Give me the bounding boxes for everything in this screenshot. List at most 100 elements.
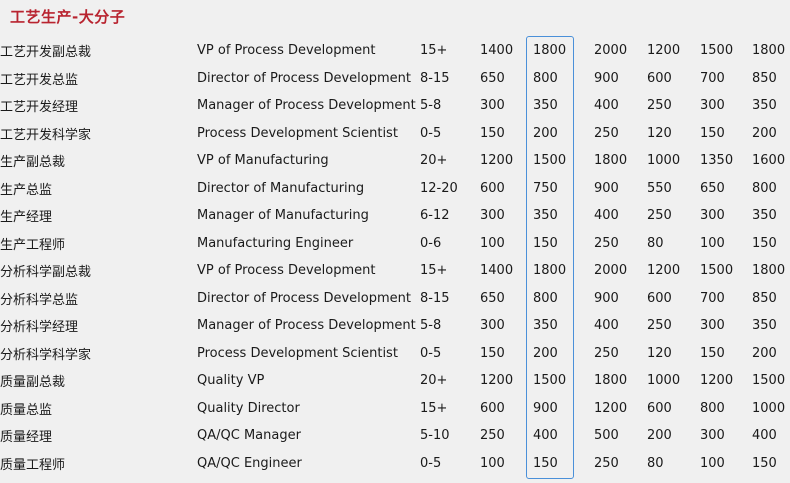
value-col-2: 150 [533, 235, 558, 251]
experience-years: 0-5 [420, 345, 442, 361]
value-col-2: 1800 [533, 43, 567, 59]
value-col-4: 200 [647, 428, 672, 444]
job-title-en: VP of Process Development [197, 263, 376, 279]
job-title-en: Manufacturing Engineer [197, 235, 354, 251]
value-col-5: 300 [700, 318, 725, 334]
value-col-3: 900 [594, 290, 619, 306]
value-col-4: 1200 [647, 263, 681, 279]
value-col-5: 700 [700, 70, 725, 86]
value-col-1: 100 [480, 455, 505, 471]
job-title-cn: 分析科学副总裁 [0, 265, 92, 281]
value-col-6: 200 [752, 345, 777, 361]
value-col-6: 200 [752, 125, 777, 141]
value-col-1: 150 [480, 125, 505, 141]
value-col-4: 80 [647, 235, 664, 251]
value-col-2: 1500 [533, 373, 567, 389]
value-col-4: 250 [647, 98, 672, 114]
job-title-cn: 生产工程师 [0, 237, 66, 253]
value-col-6: 1600 [752, 153, 786, 169]
value-col-5: 700 [700, 290, 725, 306]
experience-years: 15+ [420, 400, 448, 416]
value-col-6: 850 [752, 70, 777, 86]
value-col-4: 600 [647, 70, 672, 86]
value-col-5: 1500 [700, 263, 734, 279]
value-col-1: 1400 [480, 263, 514, 279]
experience-years: 6-12 [420, 208, 450, 224]
value-col-1: 600 [480, 180, 505, 196]
job-title-en: Process Development Scientist [197, 345, 398, 361]
value-col-2: 800 [533, 70, 558, 86]
value-col-1: 300 [480, 208, 505, 224]
job-title-cn: 生产总监 [0, 182, 53, 198]
value-col-5: 300 [700, 98, 725, 114]
table-row: 分析科学经理 Manager of Process Development 5-8 3… [0, 312, 790, 340]
value-col-4: 80 [647, 455, 664, 471]
value-col-5: 1200 [700, 373, 734, 389]
value-col-4: 600 [647, 400, 672, 416]
value-col-6: 400 [752, 428, 777, 444]
job-title-en: VP of Process Development [197, 43, 376, 59]
value-col-2: 750 [533, 180, 558, 196]
experience-years: 8-15 [420, 70, 450, 86]
value-col-3: 2000 [594, 263, 628, 279]
value-col-5: 150 [700, 345, 725, 361]
value-col-3: 1200 [594, 400, 628, 416]
value-col-3: 500 [594, 428, 619, 444]
table-row: 质量工程师 QA/QC Engineer 0-5 100 150 250 80 100 150 [0, 450, 790, 478]
job-title-cn: 工艺开发总监 [0, 72, 79, 88]
value-col-3: 900 [594, 180, 619, 196]
experience-years: 5-10 [420, 428, 450, 444]
value-col-3: 250 [594, 125, 619, 141]
value-col-4: 250 [647, 208, 672, 224]
value-col-5: 100 [700, 455, 725, 471]
value-col-3: 1800 [594, 373, 628, 389]
value-col-5: 300 [700, 208, 725, 224]
value-col-3: 1800 [594, 153, 628, 169]
salary-table: 工艺开发副总裁 VP of Process Development 15+ 1400 1… [0, 37, 790, 477]
job-title-en: Process Development Scientist [197, 125, 398, 141]
experience-years: 5-8 [420, 318, 442, 334]
job-title-cn: 质量副总裁 [0, 375, 66, 391]
experience-years: 20+ [420, 153, 448, 169]
value-col-1: 100 [480, 235, 505, 251]
value-col-1: 650 [480, 70, 505, 86]
job-title-cn: 质量工程师 [0, 457, 66, 473]
table-row: 生产副总裁 VP of Manufacturing 20+ 1200 1500 1800 1… [0, 147, 790, 175]
experience-years: 0-5 [420, 125, 442, 141]
value-col-4: 250 [647, 318, 672, 334]
value-col-2: 900 [533, 400, 558, 416]
value-col-3: 900 [594, 70, 619, 86]
value-col-6: 150 [752, 235, 777, 251]
value-col-6: 1000 [752, 400, 786, 416]
experience-years: 5-8 [420, 98, 442, 114]
job-title-en: Quality VP [197, 373, 265, 389]
value-col-2: 150 [533, 455, 558, 471]
value-col-1: 150 [480, 345, 505, 361]
job-title-en: VP of Manufacturing [197, 153, 329, 169]
experience-years: 12-20 [420, 180, 458, 196]
value-col-6: 850 [752, 290, 777, 306]
section-title: 工艺生产-大分子 [10, 8, 126, 26]
value-col-4: 1000 [647, 153, 681, 169]
experience-years: 15+ [420, 263, 448, 279]
value-col-2: 350 [533, 208, 558, 224]
job-title-cn: 生产经理 [0, 210, 53, 226]
value-col-6: 350 [752, 318, 777, 334]
value-col-2: 1500 [533, 153, 567, 169]
value-col-5: 1500 [700, 43, 734, 59]
value-col-5: 800 [700, 400, 725, 416]
table-row: 工艺开发经理 Manager of Process Development 5-8 3… [0, 92, 790, 120]
job-title-cn: 工艺开发科学家 [0, 127, 92, 143]
table-body: 工艺开发副总裁 VP of Process Development 15+ 1400 1… [0, 37, 790, 477]
value-col-4: 1200 [647, 43, 681, 59]
value-col-6: 1800 [752, 263, 786, 279]
value-col-4: 120 [647, 125, 672, 141]
value-col-4: 120 [647, 345, 672, 361]
job-title-en: QA/QC Manager [197, 428, 301, 444]
table-row: 工艺开发总监 Director of Process Development 8-1… [0, 65, 790, 93]
job-title-en: Manager of Manufacturing [197, 208, 369, 224]
experience-years: 15+ [420, 43, 448, 59]
job-title-cn: 工艺开发副总裁 [0, 45, 92, 61]
value-col-5: 650 [700, 180, 725, 196]
value-col-3: 400 [594, 318, 619, 334]
